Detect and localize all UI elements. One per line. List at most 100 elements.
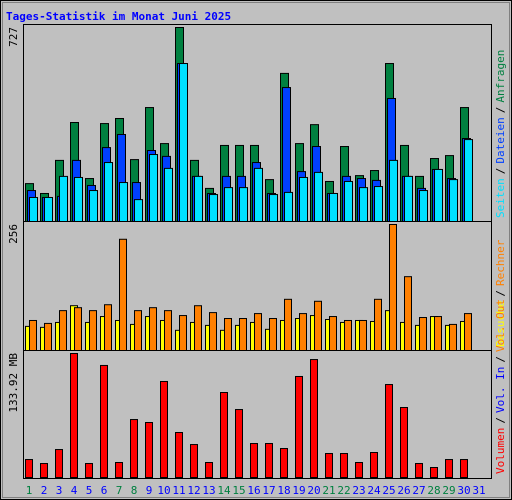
bar <box>205 462 213 478</box>
x-tick-label: 21 <box>322 484 335 497</box>
x-tick-label: 25 <box>382 484 395 497</box>
bar <box>89 310 97 351</box>
x-tick-label: 27 <box>412 484 425 497</box>
x-tick-label: 31 <box>472 484 485 497</box>
bar <box>299 313 307 351</box>
x-tick-label: 5 <box>86 484 93 497</box>
bar <box>355 462 363 478</box>
bar <box>239 318 247 351</box>
bar <box>224 318 232 351</box>
bar <box>314 300 322 351</box>
legend-separator: / <box>494 417 507 424</box>
bar <box>104 304 112 351</box>
bar <box>460 459 468 479</box>
bar <box>310 359 318 479</box>
x-tick-label: 10 <box>157 484 170 497</box>
bar <box>104 162 113 223</box>
bar <box>220 392 228 478</box>
x-tick-label: 23 <box>352 484 365 497</box>
x-tick-label: 22 <box>337 484 350 497</box>
x-tick-label: 30 <box>457 484 470 497</box>
bar <box>74 176 83 223</box>
bar <box>284 298 292 351</box>
bar <box>29 196 38 222</box>
bar <box>314 171 323 222</box>
bar <box>404 175 413 223</box>
bar <box>179 315 187 351</box>
bar <box>29 319 37 351</box>
bar <box>134 199 143 223</box>
x-tick-label: 4 <box>71 484 78 497</box>
bar <box>374 186 383 223</box>
x-tick-label: 29 <box>442 484 455 497</box>
bar <box>175 432 183 478</box>
bar <box>130 419 138 479</box>
bar <box>25 459 33 479</box>
legend-separator: / <box>494 168 507 175</box>
x-tick-label: 11 <box>172 484 185 497</box>
bar <box>70 353 78 478</box>
legend-entry: Seiten <box>494 178 507 218</box>
x-tick-label: 15 <box>232 484 245 497</box>
bar <box>119 238 127 351</box>
bar <box>235 409 243 479</box>
bar <box>449 179 458 222</box>
x-tick-label: 1 <box>26 484 33 497</box>
bar <box>44 322 52 351</box>
x-tick-label: 6 <box>101 484 108 497</box>
bar <box>250 443 258 479</box>
chart-title: Tages-Statistik im Monat Juni 2025 <box>6 10 231 23</box>
legend-entry: Besuche <box>494 301 507 347</box>
bar <box>325 453 333 479</box>
x-tick-label: 12 <box>187 484 200 497</box>
y-tick-label: 727 <box>7 27 20 47</box>
bar <box>340 453 348 479</box>
bar <box>59 175 68 223</box>
bar <box>299 176 308 223</box>
bar <box>134 310 142 351</box>
bar <box>370 452 378 478</box>
bar <box>239 187 248 223</box>
bar <box>179 63 188 222</box>
x-tick-label: 19 <box>292 484 305 497</box>
legend: Besuche / Rechner <box>494 239 507 347</box>
bar <box>329 316 337 351</box>
bar <box>119 182 128 222</box>
bar <box>419 190 428 223</box>
bar <box>284 191 293 223</box>
bar <box>329 192 338 222</box>
legend-entry: Vol. Out <box>494 299 507 352</box>
bar <box>100 364 108 478</box>
x-tick-label: 14 <box>217 484 231 497</box>
x-tick-label: 20 <box>307 484 320 497</box>
bar <box>160 380 168 478</box>
x-tick-label: 3 <box>56 484 63 497</box>
bar <box>269 318 277 351</box>
legend-entry: Anfragen <box>494 50 507 103</box>
x-tick-label: 16 <box>247 484 260 497</box>
bar <box>194 175 203 223</box>
bar <box>419 317 427 351</box>
legend: Seiten / Dateien / Anfragen <box>494 50 507 218</box>
bar <box>89 190 98 223</box>
bar <box>74 307 82 351</box>
legend-separator: / <box>494 290 507 297</box>
x-tick-label: 24 <box>367 484 381 497</box>
legend-entry: Dateien <box>494 117 507 163</box>
bar <box>344 180 353 222</box>
bar <box>145 422 153 478</box>
bar <box>430 467 438 478</box>
legend-entry: Volumen <box>494 428 507 474</box>
bar <box>464 313 472 351</box>
bar <box>464 139 473 222</box>
bar <box>389 224 397 351</box>
bar <box>209 194 218 222</box>
legend-entry: Rechner <box>494 239 507 286</box>
x-tick-label: 7 <box>116 484 123 497</box>
bar <box>374 298 382 351</box>
bar <box>40 463 48 479</box>
bar <box>254 313 262 351</box>
bar <box>385 384 393 479</box>
bar <box>115 462 123 478</box>
